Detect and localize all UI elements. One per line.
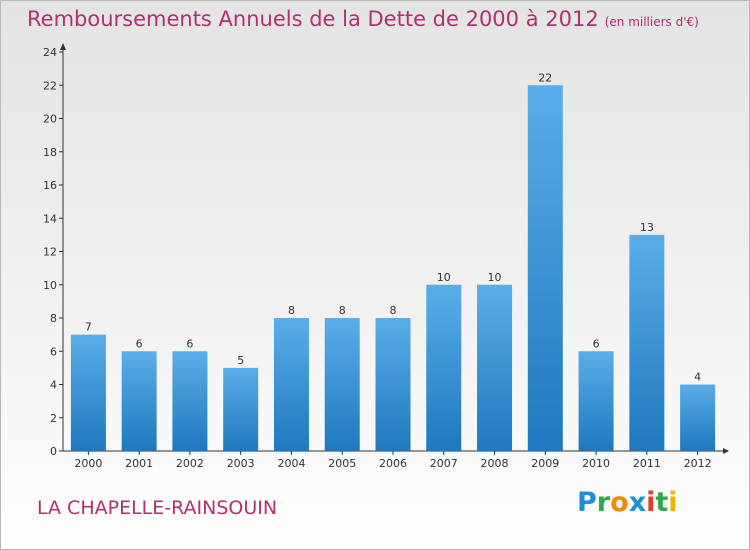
bar-value-label: 22 — [538, 71, 552, 84]
x-tick-label: 2010 — [582, 457, 610, 470]
bar-value-label: 10 — [488, 271, 502, 284]
bar-value-label: 6 — [186, 337, 193, 350]
x-tick-label: 2012 — [684, 457, 712, 470]
bar — [172, 351, 208, 451]
bar — [578, 351, 614, 451]
x-tick-label: 2004 — [277, 457, 305, 470]
x-tick-label: 2005 — [328, 457, 356, 470]
y-tick-label: 0 — [50, 445, 57, 458]
y-tick-label: 24 — [43, 46, 57, 59]
bar-value-label: 6 — [593, 337, 600, 350]
bar — [121, 351, 157, 451]
y-tick-label: 10 — [43, 279, 57, 292]
bar-value-label: 6 — [136, 337, 143, 350]
bar-value-label: 8 — [288, 304, 295, 317]
y-tick-label: 16 — [43, 179, 57, 192]
y-tick-label: 6 — [50, 345, 57, 358]
x-tick-label: 2001 — [125, 457, 153, 470]
bar-value-label: 13 — [640, 221, 654, 234]
commune-name: LA CHAPELLE-RAINSOUIN — [37, 497, 278, 519]
bar-value-label: 8 — [390, 304, 397, 317]
x-tick-label: 2008 — [481, 457, 509, 470]
bar — [273, 318, 309, 451]
x-tick-label: 2007 — [430, 457, 458, 470]
logo-letter: i — [646, 487, 656, 518]
y-tick-label: 4 — [50, 379, 57, 392]
bar-value-label: 7 — [85, 321, 92, 334]
bar-value-label: 5 — [237, 354, 244, 367]
y-tick-label: 12 — [43, 246, 57, 259]
x-tick-label: 2003 — [227, 457, 255, 470]
logo-letter: t — [655, 487, 669, 518]
x-tick-label: 2011 — [633, 457, 661, 470]
chart-unit: (en milliers d'€) — [604, 15, 699, 29]
logo-letter: x — [628, 487, 647, 518]
y-tick-label: 2 — [50, 412, 57, 425]
y-tick-label: 8 — [50, 312, 57, 325]
x-tick-label: 2006 — [379, 457, 407, 470]
logo-letter: P — [577, 487, 597, 518]
y-tick-label: 18 — [43, 146, 57, 159]
chart-title: Remboursements Annuels de la Dette de 20… — [27, 7, 699, 31]
bar — [426, 284, 462, 451]
logo-letter: r — [596, 487, 611, 518]
bar — [629, 234, 665, 451]
bar — [375, 318, 411, 451]
x-tick-label: 2009 — [531, 457, 559, 470]
bar-value-label: 8 — [339, 304, 346, 317]
bar — [477, 284, 513, 451]
logo-letter: i — [668, 487, 678, 518]
proxiti-logo: Proxiti — [577, 487, 678, 518]
y-tick-label: 20 — [43, 113, 57, 126]
bar-value-label: 10 — [437, 271, 451, 284]
x-axis-arrow — [723, 448, 729, 454]
bar-value-label: 4 — [694, 371, 701, 384]
bar — [70, 334, 106, 451]
bar — [527, 85, 563, 451]
y-tick-label: 14 — [43, 212, 57, 225]
logo-letter: o — [610, 487, 629, 518]
bar — [223, 367, 259, 451]
x-tick-label: 2002 — [176, 457, 204, 470]
bar — [680, 384, 716, 451]
chart-title-text: Remboursements Annuels de la Dette de 20… — [27, 7, 599, 31]
y-tick-label: 22 — [43, 79, 57, 92]
bar — [324, 318, 360, 451]
y-axis-arrow — [60, 43, 66, 50]
x-tick-label: 2000 — [74, 457, 102, 470]
